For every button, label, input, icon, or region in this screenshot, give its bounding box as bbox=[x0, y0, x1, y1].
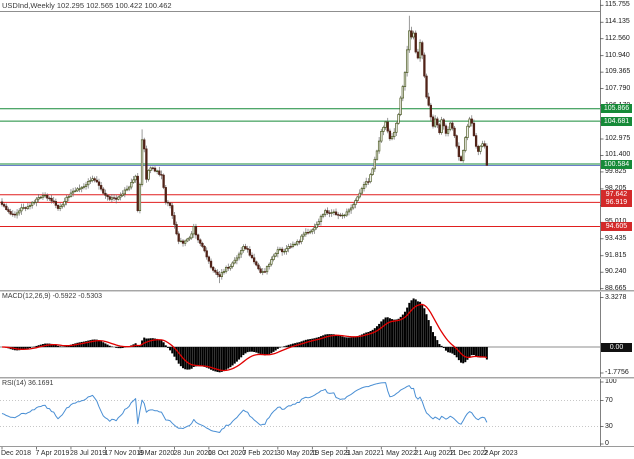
price-axis-tick: 90.240 bbox=[605, 268, 627, 276]
price-axis-tick: 101.400 bbox=[605, 151, 631, 159]
price-axis-tick: 99.825 bbox=[605, 167, 627, 175]
time-axis-separator bbox=[0, 446, 634, 447]
time-axis-label[interactable]: 9 Jan 2022 bbox=[345, 450, 381, 457]
green-level-price-box: 105.866 bbox=[601, 104, 632, 114]
green-level-price-box: 100.584 bbox=[601, 159, 632, 169]
time-axis-label[interactable]: 17 Nov 2019 bbox=[104, 450, 145, 457]
price-axis-tick: 112.560 bbox=[605, 34, 630, 42]
time-axis-label[interactable]: 8 Mar 2020 bbox=[138, 450, 175, 457]
rsi-indicator-label: RSI(14) 36.1691 bbox=[2, 379, 54, 387]
candle-wicks bbox=[1, 15, 488, 284]
time-axis-label[interactable]: Dec 2018 bbox=[1, 450, 31, 457]
red-level-price-box: 97.642 bbox=[601, 190, 632, 200]
time-axis-label[interactable]: 30 May 2021 bbox=[276, 450, 318, 457]
time-axis-label[interactable]: 11 Dec 2022 bbox=[449, 450, 489, 457]
red-level-price-box: 94.605 bbox=[601, 222, 632, 232]
pane-separator-rsi[interactable] bbox=[0, 377, 634, 379]
time-axis-label[interactable]: 7 Feb 2021 bbox=[242, 450, 278, 457]
rsi-axis-label: 30 bbox=[605, 422, 613, 430]
red-level-price-box: 96.919 bbox=[601, 197, 632, 207]
time-axis-label[interactable]: 18 Oct 2020 bbox=[207, 450, 247, 457]
rsi-line bbox=[1, 382, 488, 433]
price-axis-tick: 91.815 bbox=[605, 251, 627, 259]
rsi-axis-label: 0 bbox=[605, 440, 609, 447]
pane-separator-macd[interactable] bbox=[0, 290, 634, 292]
price-axis-tick: 95.010 bbox=[605, 218, 626, 226]
time-axis-label[interactable]: 28 Jul 2019 bbox=[69, 450, 107, 457]
time-axis-label[interactable]: 7 Apr 2019 bbox=[35, 450, 70, 457]
price-axis-tick: 109.365 bbox=[605, 68, 631, 76]
green-level-price-box: 104.681 bbox=[601, 116, 632, 126]
macd-axis-top-label: 3.3278 bbox=[605, 293, 627, 301]
price-axis-tick: 93.435 bbox=[605, 234, 627, 242]
macd-axis-bottom-label: -1.7756 bbox=[605, 369, 629, 376]
price-axis-tick: 110.940 bbox=[605, 51, 630, 59]
time-axis-label[interactable]: 21 Aug 2022 bbox=[414, 450, 455, 457]
time-axis-label[interactable]: 28 Jun 2020 bbox=[173, 450, 212, 457]
rsi-axis-label: 70 bbox=[605, 396, 613, 404]
macd-zero-value-box: 0.00 bbox=[601, 343, 632, 352]
time-axis-label[interactable]: 2 Apr 2023 bbox=[483, 450, 518, 457]
price-axis-tick: 98.205 bbox=[605, 184, 627, 192]
chart-title-ohlc: USDInd,Weekly 102.295 102.565 100.422 10… bbox=[2, 1, 172, 10]
rsi-axis-label: 100 bbox=[605, 378, 617, 385]
time-axis-label[interactable]: 19 Sep 2021 bbox=[311, 450, 352, 457]
price-axis-tick: 88.665 bbox=[605, 284, 627, 292]
macd-signal-line bbox=[1, 303, 488, 372]
time-axis-label[interactable]: 1 May 2022 bbox=[380, 450, 417, 457]
macd-indicator-label: MACD(12,26,9) -0.5922 -0.5303 bbox=[2, 292, 102, 300]
price-axis-tick: 107.790 bbox=[605, 84, 631, 92]
price-axis-tick: 102.975 bbox=[605, 134, 631, 142]
price-axis-tick: 115.755 bbox=[605, 1, 630, 9]
price-axis-tick: 114.135 bbox=[605, 18, 630, 26]
